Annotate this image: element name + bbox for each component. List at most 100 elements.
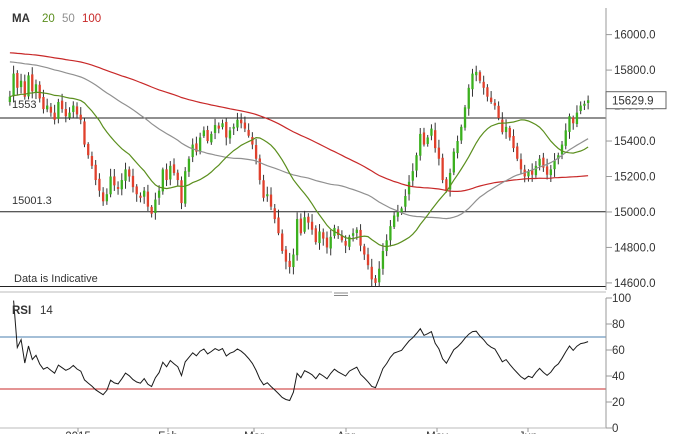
candle-body [139, 195, 142, 198]
candle-body [430, 128, 433, 136]
ma-legend: MA 20 50 100 [12, 13, 101, 25]
panel-resize-handle[interactable] [332, 291, 350, 297]
candle-body [12, 73, 15, 97]
candle-body [68, 112, 71, 118]
candle-body [60, 100, 64, 110]
candle-body [437, 147, 441, 159]
price-tick-label: 16000.0 [614, 30, 656, 42]
candle-body [564, 130, 567, 146]
candle-body [385, 240, 388, 252]
candle-body [262, 180, 265, 198]
candle-body [583, 103, 586, 106]
candle-body [277, 217, 280, 234]
candle-body [27, 75, 30, 97]
candle-body [392, 215, 396, 227]
rsi-tick-label: 40 [612, 371, 625, 383]
candle-body [165, 169, 168, 181]
candle-body [557, 155, 560, 159]
time-tick-label: Feb [158, 431, 178, 434]
candle-body [516, 146, 519, 159]
candle-body [460, 126, 463, 141]
candle-body [64, 108, 67, 117]
moving-averages [9, 52, 589, 248]
candle-body [79, 114, 82, 120]
candle-body [251, 137, 254, 145]
price-tick-label: 15400.0 [614, 136, 656, 148]
rsi-tick-label: 60 [612, 345, 625, 357]
candle-body [198, 137, 202, 152]
candle-body [303, 217, 306, 232]
candle-body [128, 169, 131, 177]
candle-body [46, 105, 49, 110]
support-level-label: 15001.3 [12, 195, 52, 207]
candle-body [72, 105, 75, 112]
candle-body [143, 190, 146, 197]
ma-legend-100: 100 [82, 13, 101, 25]
candle-body [340, 235, 344, 241]
candle-body [228, 130, 232, 139]
indicative-note: Data is Indicative [14, 273, 98, 285]
candle-body [426, 137, 429, 144]
candle-body [8, 96, 12, 102]
candle-body [176, 172, 179, 181]
candle-body [210, 133, 213, 143]
candle-body [378, 268, 381, 283]
candle-body [489, 97, 493, 102]
candle-body [508, 127, 511, 138]
candle-body [471, 73, 474, 90]
candle-body [553, 160, 556, 170]
candle-body [269, 194, 273, 207]
candle-body [105, 194, 109, 202]
candle-body [441, 157, 444, 181]
candle-body [221, 123, 224, 128]
candle-body [120, 180, 123, 190]
candle-body [467, 87, 470, 109]
candle-body [452, 151, 455, 173]
candle-body [254, 145, 258, 159]
candle-body [575, 112, 579, 124]
candle-body [217, 125, 220, 129]
price-tick-label: 15000.0 [614, 207, 656, 219]
candle-body [475, 71, 478, 76]
candle-body [31, 74, 34, 92]
candle-body [101, 192, 105, 202]
candle-body [545, 166, 549, 175]
candle-body [307, 216, 310, 223]
candle-body [355, 229, 358, 233]
candle-body [57, 102, 60, 119]
rsi-tick-label: 20 [612, 397, 625, 409]
candle-body [295, 219, 299, 256]
candle-body [23, 81, 26, 97]
candle-body [482, 81, 485, 88]
candle-body [542, 157, 545, 168]
candle-body [579, 105, 582, 112]
price-tick-label: 14800.0 [614, 242, 656, 254]
horizontal-levels [0, 117, 606, 287]
candle-body [187, 158, 191, 172]
ma50-line [9, 61, 589, 220]
candle-body [493, 102, 497, 106]
candle-body [363, 246, 366, 255]
candle-body [42, 96, 45, 110]
rsi-line [13, 300, 589, 402]
candle-body [213, 125, 217, 133]
candle-body [206, 129, 209, 142]
candle-body [195, 143, 198, 152]
candle-body [266, 194, 269, 197]
candle-body [538, 158, 541, 166]
candle-body [501, 119, 504, 133]
rsi-tick-label: 80 [612, 319, 625, 331]
candle-body [135, 186, 138, 195]
candle-body [463, 107, 467, 128]
candle-body [191, 144, 194, 158]
rsi-period: 14 [40, 305, 53, 317]
candle-body [232, 126, 235, 129]
candle-body [348, 236, 351, 247]
candle-body [456, 141, 459, 154]
candle-body [560, 144, 564, 155]
candle-body [527, 171, 530, 177]
candle-body [314, 228, 317, 243]
candle-body [318, 231, 321, 244]
